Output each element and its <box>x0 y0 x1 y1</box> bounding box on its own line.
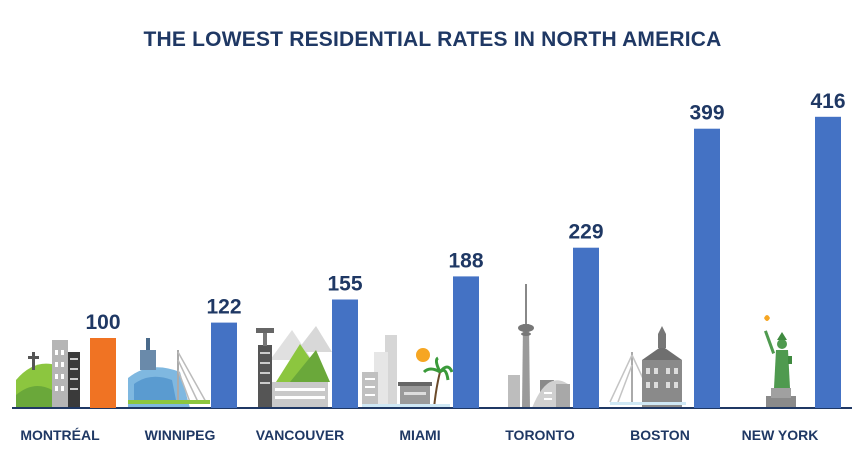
miami-skyline-icon <box>362 335 454 409</box>
skyline-icons <box>16 284 796 409</box>
bar-vancouver <box>332 299 358 408</box>
boston-skyline-icon <box>609 326 686 408</box>
winnipeg-skyline-icon <box>128 338 210 408</box>
category-labels: MONTRÉAL WINNIPEG VANCOUVER MIAMI TORONTO BOS… <box>20 427 818 443</box>
toronto-skyline-icon <box>508 284 570 408</box>
value-label-montreal: 100 <box>85 311 120 334</box>
vancouver-skyline-icon <box>256 326 332 408</box>
bar-boston <box>694 128 720 408</box>
bar-winnipeg <box>211 322 237 408</box>
bar-group <box>90 116 841 409</box>
value-label-vancouver: 155 <box>327 273 362 296</box>
bar-montreal <box>90 338 116 408</box>
value-label-miami: 188 <box>448 249 483 272</box>
chart-title: THE LOWEST RESIDENTIAL RATES IN NORTH AM… <box>143 28 722 51</box>
category-label-boston: BOSTON <box>630 427 690 443</box>
value-label-new-york: 416 <box>810 90 845 113</box>
montreal-skyline-icon <box>16 340 80 408</box>
bar-new-york <box>815 116 841 409</box>
category-label-montreal: MONTRÉAL <box>20 427 100 443</box>
category-label-winnipeg: WINNIPEG <box>145 427 216 443</box>
category-label-toronto: TORONTO <box>505 427 575 443</box>
category-label-vancouver: VANCOUVER <box>256 427 344 443</box>
category-label-miami: MIAMI <box>399 427 440 443</box>
bar-miami <box>453 276 479 408</box>
value-label-toronto: 229 <box>568 221 603 244</box>
category-label-new-york: NEW YORK <box>742 427 819 443</box>
new-york-skyline-icon <box>764 315 796 408</box>
bar-toronto <box>573 247 599 408</box>
value-label-boston: 399 <box>689 102 724 125</box>
value-label-winnipeg: 122 <box>206 296 241 319</box>
value-labels: 100 122 155 188 229 399 416 <box>85 90 845 334</box>
